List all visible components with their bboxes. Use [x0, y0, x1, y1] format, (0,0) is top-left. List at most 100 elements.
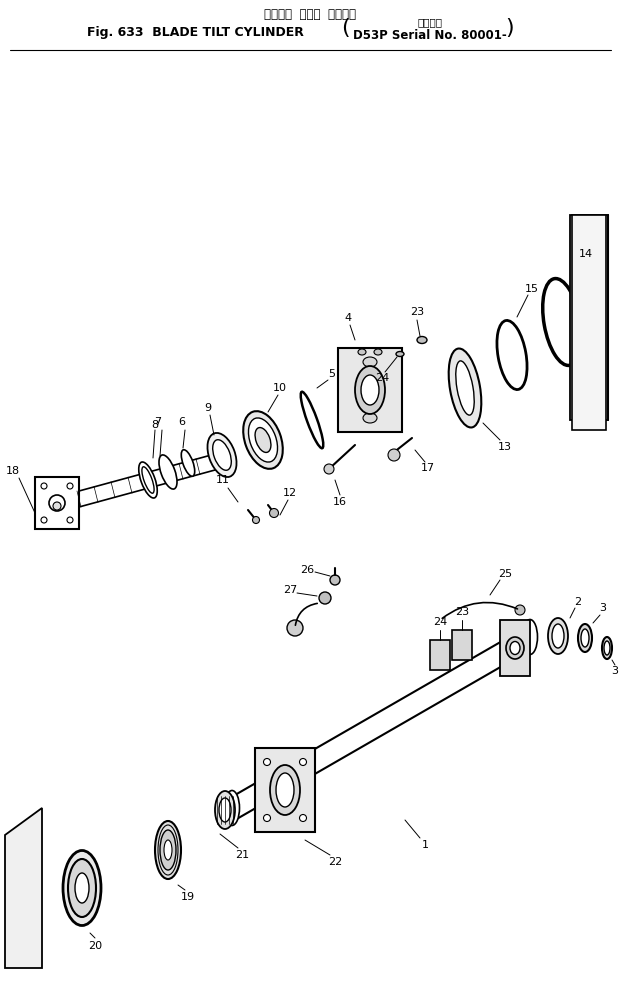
Ellipse shape — [225, 791, 240, 826]
Polygon shape — [500, 620, 530, 676]
Circle shape — [270, 509, 278, 518]
Ellipse shape — [522, 620, 538, 654]
Circle shape — [324, 464, 334, 474]
Text: 18: 18 — [6, 466, 20, 476]
Circle shape — [49, 495, 65, 511]
Ellipse shape — [548, 618, 568, 654]
Circle shape — [287, 620, 303, 636]
Ellipse shape — [219, 798, 231, 822]
Circle shape — [41, 483, 47, 489]
Text: 25: 25 — [498, 569, 512, 579]
Text: 26: 26 — [300, 565, 314, 575]
Text: 3: 3 — [599, 603, 607, 613]
Ellipse shape — [243, 411, 283, 468]
Ellipse shape — [602, 637, 612, 659]
Ellipse shape — [248, 418, 278, 463]
Circle shape — [253, 517, 260, 523]
Circle shape — [299, 758, 307, 766]
Ellipse shape — [164, 840, 172, 860]
Text: 3: 3 — [612, 666, 619, 676]
Text: 14: 14 — [579, 249, 593, 259]
Ellipse shape — [510, 641, 520, 654]
Text: ): ) — [505, 18, 514, 38]
Circle shape — [67, 483, 73, 489]
Ellipse shape — [138, 462, 157, 498]
Ellipse shape — [63, 850, 101, 925]
Text: 24: 24 — [375, 373, 389, 383]
Text: 11: 11 — [216, 475, 230, 485]
Ellipse shape — [75, 873, 89, 903]
Ellipse shape — [155, 821, 181, 879]
Ellipse shape — [181, 450, 195, 476]
Text: 15: 15 — [525, 284, 539, 294]
Ellipse shape — [374, 349, 382, 355]
Ellipse shape — [361, 375, 379, 405]
Circle shape — [515, 605, 525, 615]
Text: 6: 6 — [178, 417, 186, 427]
Circle shape — [299, 814, 307, 822]
Polygon shape — [430, 640, 450, 670]
Polygon shape — [5, 808, 42, 968]
Ellipse shape — [363, 357, 377, 367]
Text: 2: 2 — [574, 597, 581, 607]
Text: 17: 17 — [421, 463, 435, 473]
Ellipse shape — [604, 641, 610, 655]
Text: 1: 1 — [422, 840, 428, 850]
Polygon shape — [570, 215, 608, 420]
Text: 9: 9 — [204, 403, 212, 413]
Ellipse shape — [449, 349, 481, 427]
Text: (: ( — [341, 18, 349, 38]
Polygon shape — [572, 215, 606, 430]
Ellipse shape — [358, 349, 366, 355]
Text: 23: 23 — [410, 307, 424, 317]
Text: 27: 27 — [283, 585, 297, 595]
Ellipse shape — [160, 830, 176, 870]
Text: 4: 4 — [345, 313, 351, 323]
Circle shape — [53, 502, 61, 510]
Text: 19: 19 — [181, 892, 195, 902]
Text: ブレード  チルト  シリンダ: ブレード チルト シリンダ — [264, 8, 356, 21]
Text: 8: 8 — [152, 420, 158, 430]
Circle shape — [330, 575, 340, 585]
Text: D53P Serial No. 80001-: D53P Serial No. 80001- — [353, 28, 507, 41]
Circle shape — [319, 592, 331, 604]
Ellipse shape — [270, 765, 300, 815]
Ellipse shape — [207, 433, 237, 477]
Text: 23: 23 — [455, 607, 469, 617]
Text: 20: 20 — [88, 941, 102, 951]
Ellipse shape — [255, 427, 271, 453]
Ellipse shape — [456, 360, 474, 415]
Text: 7: 7 — [155, 417, 161, 427]
Text: Fig. 633  BLADE TILT CYLINDER: Fig. 633 BLADE TILT CYLINDER — [86, 26, 304, 38]
Polygon shape — [255, 748, 315, 832]
Ellipse shape — [506, 637, 524, 659]
Ellipse shape — [213, 440, 231, 470]
Ellipse shape — [142, 466, 154, 493]
Ellipse shape — [417, 337, 427, 344]
Ellipse shape — [68, 859, 96, 917]
Text: 24: 24 — [433, 617, 447, 627]
Ellipse shape — [578, 624, 592, 652]
Circle shape — [263, 814, 271, 822]
Text: 16: 16 — [333, 497, 347, 507]
Ellipse shape — [355, 366, 385, 414]
Text: 10: 10 — [273, 383, 287, 393]
Polygon shape — [338, 348, 402, 432]
Circle shape — [41, 517, 47, 523]
Text: 22: 22 — [328, 857, 342, 867]
Ellipse shape — [581, 629, 589, 647]
Text: 12: 12 — [283, 488, 297, 498]
Text: 21: 21 — [235, 850, 249, 860]
Ellipse shape — [396, 352, 404, 356]
Polygon shape — [35, 477, 79, 529]
Circle shape — [263, 758, 271, 766]
Polygon shape — [452, 630, 472, 660]
Text: 13: 13 — [498, 442, 512, 452]
Ellipse shape — [159, 455, 177, 489]
Ellipse shape — [215, 791, 235, 829]
Text: 5: 5 — [329, 369, 335, 379]
Circle shape — [67, 517, 73, 523]
Ellipse shape — [363, 413, 377, 423]
Text: 適用号機: 適用号機 — [417, 17, 443, 27]
Ellipse shape — [276, 773, 294, 807]
